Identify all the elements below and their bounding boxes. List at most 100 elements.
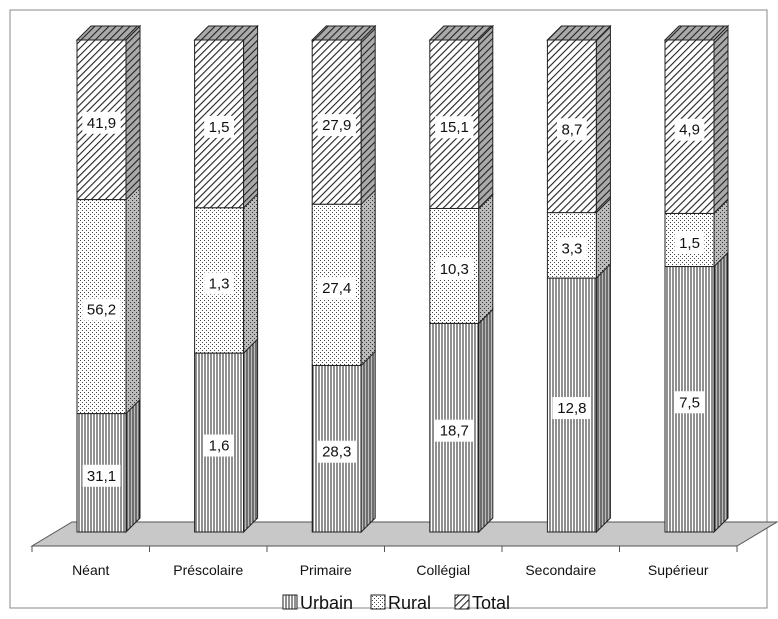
data-label-bg bbox=[82, 464, 121, 487]
data-label-bg bbox=[435, 419, 474, 442]
data-label-bg bbox=[204, 115, 234, 138]
bar-segment-rural-side bbox=[478, 193, 494, 325]
bar-segment-total-side bbox=[713, 24, 729, 215]
bar-segment-rural-side bbox=[360, 188, 376, 367]
data-label-text: 15,1 bbox=[440, 119, 469, 136]
bar-segment-rural-side bbox=[125, 184, 141, 415]
legend-swatch bbox=[454, 594, 470, 610]
data-label-total: 15,1 bbox=[435, 116, 474, 139]
bar-secondaire bbox=[546, 24, 612, 534]
data-label-bg bbox=[557, 118, 587, 141]
data-label-urbain: 28,3 bbox=[317, 440, 356, 463]
bar-segment-rural-side bbox=[243, 192, 259, 355]
bar-top-face bbox=[310, 25, 377, 41]
bar-segment-total-side bbox=[125, 24, 141, 201]
data-label-rural: 27,4 bbox=[317, 276, 356, 299]
value-labels-group: 31,1 56,2 41,9 1,6 1,3 1,5 28,3 27,4 27,9 18,7 10,… bbox=[82, 111, 705, 487]
data-label-bg bbox=[674, 231, 705, 254]
bar-segment-urbain-side bbox=[595, 262, 611, 534]
bar-segment-urbain-side bbox=[478, 308, 494, 534]
category-label: Collégial bbox=[416, 562, 470, 578]
category-label: Primaire bbox=[300, 562, 352, 578]
data-label-bg bbox=[204, 272, 234, 295]
data-label-text: 12,8 bbox=[557, 400, 586, 417]
data-label-rural: 10,3 bbox=[435, 257, 474, 280]
data-label-bg bbox=[557, 237, 587, 260]
legend: Urbain Rural Total bbox=[282, 593, 510, 613]
data-label-text: 31,1 bbox=[87, 468, 116, 485]
legend-label: Rural bbox=[388, 593, 431, 613]
bar-segment-urbain-side bbox=[360, 350, 376, 534]
data-label-urbain: 18,7 bbox=[435, 419, 474, 442]
data-label-total: 41,9 bbox=[82, 111, 121, 134]
legend-entry-total: Total bbox=[454, 593, 510, 613]
bar-prescolaire bbox=[193, 24, 259, 534]
data-label-urbain: 31,1 bbox=[82, 464, 121, 487]
data-label-text: 10,3 bbox=[440, 261, 469, 278]
bar-segment-total-side bbox=[243, 24, 259, 209]
data-label-total: 27,9 bbox=[317, 114, 356, 137]
bar-segment-total-side bbox=[595, 24, 611, 214]
data-label-total: 8,7 bbox=[557, 118, 587, 141]
legend-swatch bbox=[282, 594, 298, 610]
legend-label: Total bbox=[472, 593, 510, 613]
data-label-urbain: 12,8 bbox=[552, 397, 592, 420]
data-label-text: 3,3 bbox=[561, 240, 582, 257]
bar-top-face bbox=[428, 25, 495, 41]
bar-superieur bbox=[663, 24, 730, 534]
data-label-urbain: 1,6 bbox=[204, 434, 234, 457]
data-label-rural: 1,3 bbox=[204, 272, 234, 295]
bar-top-face bbox=[546, 25, 612, 41]
bar-neant bbox=[75, 24, 142, 534]
bar-segment-urbain-side bbox=[713, 251, 729, 534]
category-label: Néant bbox=[72, 562, 109, 578]
category-label: Préscolaire bbox=[173, 562, 243, 578]
data-label-text: 18,7 bbox=[440, 423, 469, 440]
category-label: Secondaire bbox=[525, 562, 596, 578]
data-label-total: 1,5 bbox=[204, 115, 234, 138]
data-label-urbain: 7,5 bbox=[674, 391, 705, 414]
data-label-bg bbox=[435, 116, 474, 139]
legend-entry-rural: Rural bbox=[370, 593, 431, 613]
data-label-bg bbox=[552, 397, 592, 420]
data-label-text: 27,9 bbox=[322, 117, 351, 134]
data-label-bg bbox=[674, 391, 705, 414]
bar-top-face bbox=[193, 25, 259, 41]
data-label-rural: 3,3 bbox=[557, 237, 587, 260]
bar-segment-total-side bbox=[478, 24, 494, 210]
data-label-text: 28,3 bbox=[322, 444, 351, 461]
data-label-rural: 56,2 bbox=[82, 298, 121, 321]
bar-top-face bbox=[663, 25, 730, 41]
bar-segment-urbain-side bbox=[125, 398, 141, 534]
legend-entry-urbain: Urbain bbox=[282, 593, 353, 613]
category-label: Supérieur bbox=[648, 562, 709, 578]
data-label-bg bbox=[82, 298, 121, 321]
data-label-bg bbox=[82, 111, 121, 134]
data-label-bg bbox=[317, 440, 356, 463]
x-axis-ticks bbox=[31, 546, 738, 552]
data-label-text: 1,5 bbox=[209, 119, 230, 136]
data-label-text: 7,5 bbox=[679, 394, 700, 411]
legend-swatch bbox=[370, 594, 386, 610]
data-label-bg bbox=[674, 118, 705, 141]
data-label-text: 56,2 bbox=[87, 302, 116, 319]
data-label-bg bbox=[317, 114, 356, 137]
data-label-text: 1,6 bbox=[209, 438, 230, 455]
data-label-text: 1,3 bbox=[209, 275, 230, 292]
data-label-text: 27,4 bbox=[322, 280, 351, 297]
data-label-bg bbox=[435, 257, 474, 280]
bar-top-face bbox=[75, 25, 142, 41]
data-label-rural: 1,5 bbox=[674, 231, 705, 254]
data-label-text: 4,9 bbox=[679, 122, 700, 139]
data-label-bg bbox=[317, 276, 356, 299]
data-label-text: 8,7 bbox=[561, 121, 582, 138]
legend-label: Urbain bbox=[300, 593, 353, 613]
bar-segment-urbain-side bbox=[243, 337, 259, 534]
bar-segment-total-side bbox=[360, 24, 376, 206]
category-labels-group: Néant Préscolaire Primaire Collégial Seconda… bbox=[72, 562, 709, 578]
data-label-total: 4,9 bbox=[674, 118, 705, 141]
data-label-text: 1,5 bbox=[679, 235, 700, 252]
data-label-bg bbox=[204, 434, 234, 457]
